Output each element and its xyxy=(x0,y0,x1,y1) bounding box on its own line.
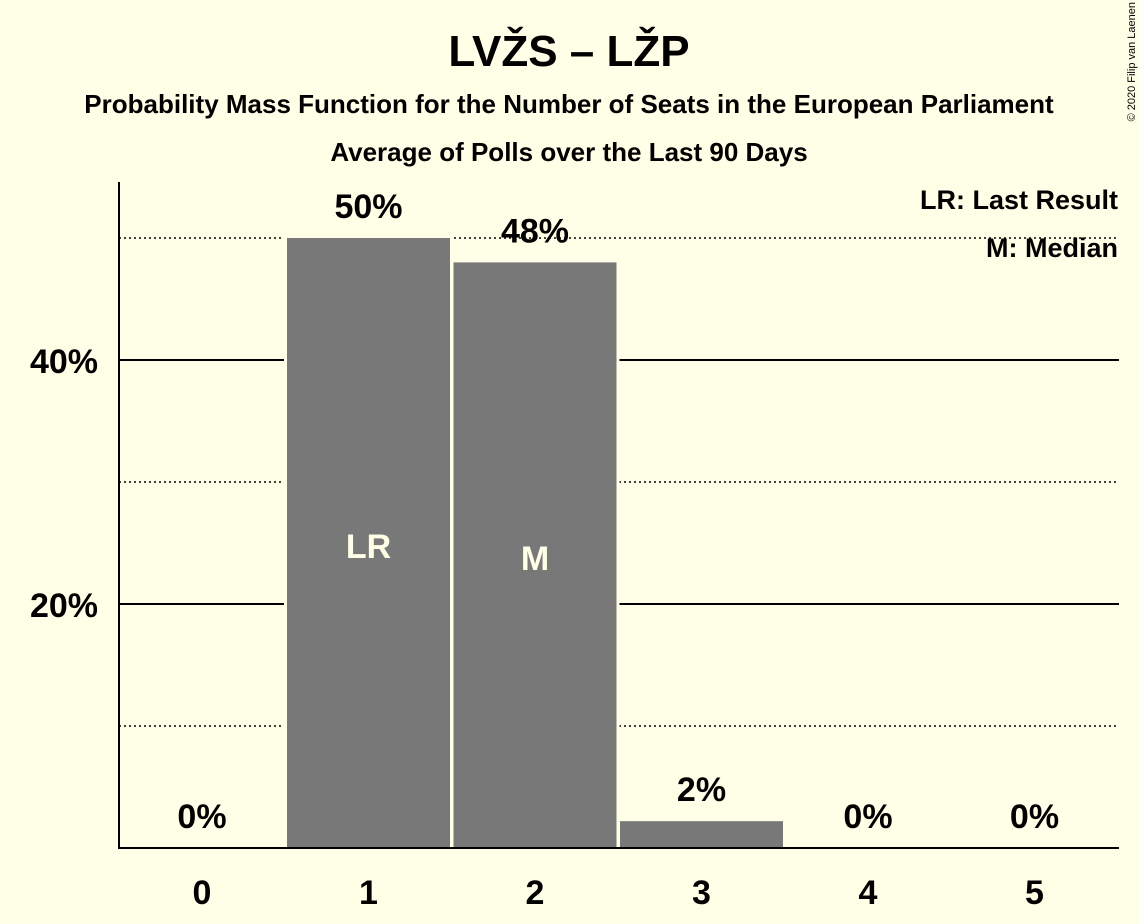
chart-subtitle: Probability Mass Function for the Number… xyxy=(84,89,1054,119)
bars-layer xyxy=(284,236,786,848)
chart-title: LVŽS – LŽP xyxy=(448,26,689,76)
y-tick-label-40: 40% xyxy=(30,343,98,381)
legend-median: M: Median xyxy=(986,233,1118,263)
x-tick-label-3: 3 xyxy=(692,874,711,912)
bar-2 xyxy=(453,262,617,848)
inbar-label-lr: LR xyxy=(346,528,391,566)
bar-3 xyxy=(620,821,783,848)
bar-1 xyxy=(287,238,450,848)
x-tick-label-5: 5 xyxy=(1025,874,1044,912)
ticks-layer: 0 1 2 3 4 5 20% 40% xyxy=(30,343,1044,912)
value-label-1: 50% xyxy=(334,188,402,226)
y-tick-label-20: 20% xyxy=(30,587,98,625)
value-label-4: 0% xyxy=(843,798,892,836)
chart-subtitle-2: Average of Polls over the Last 90 Days xyxy=(330,137,807,167)
value-label-2: 48% xyxy=(501,212,569,250)
value-label-5: 0% xyxy=(1010,798,1059,836)
x-tick-label-0: 0 xyxy=(193,874,212,912)
copyright-notice: © 2020 Filip van Laenen xyxy=(1126,2,1138,121)
x-tick-label-2: 2 xyxy=(526,874,545,912)
value-label-3: 2% xyxy=(677,771,726,809)
x-tick-label-4: 4 xyxy=(859,874,878,912)
labels-layer: 0% 50% LR 48% M 2% 0% 0% xyxy=(177,188,1059,836)
value-label-0: 0% xyxy=(177,798,226,836)
x-tick-label-1: 1 xyxy=(359,874,378,912)
inbar-label-m: M xyxy=(521,540,549,578)
legend-last-result: LR: Last Result xyxy=(920,185,1118,215)
